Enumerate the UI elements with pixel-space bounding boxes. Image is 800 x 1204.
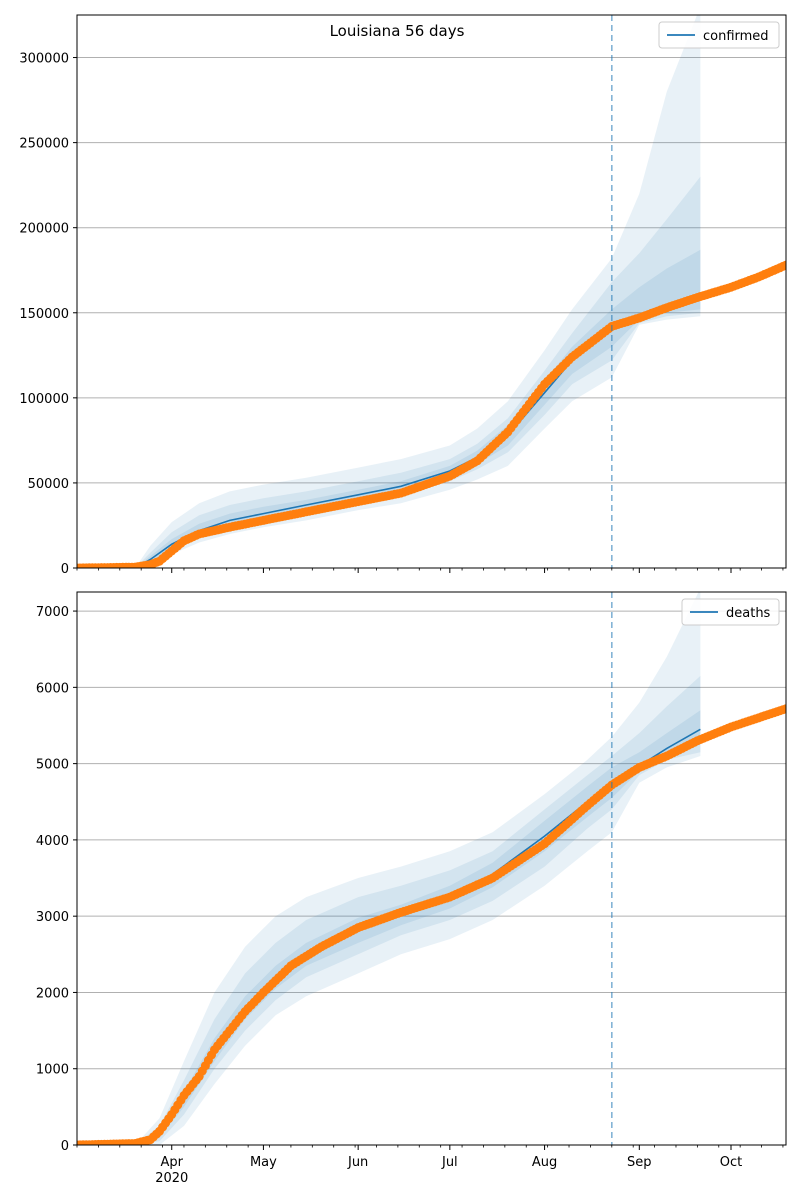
- y-tick-label: 0: [61, 1139, 69, 1154]
- axes-frame: [76, 14, 787, 569]
- confirmed-panel: 0 50000 100000 150000 200000 250000 300000 conf…: [19, 14, 787, 577]
- legend-label: deaths: [726, 606, 771, 621]
- x-tick-label: Oct: [720, 1155, 742, 1170]
- y-tick-label: 7000: [36, 605, 69, 620]
- legend-box: [681, 598, 780, 626]
- y-tick-label: 100000: [19, 392, 69, 407]
- observed-points: [77, 260, 786, 568]
- y-tick-label: 50000: [28, 477, 69, 492]
- x-tick-label: 2020: [155, 1171, 188, 1186]
- y-tick-label: 4000: [36, 834, 69, 849]
- y-tick-label: 200000: [19, 222, 69, 237]
- legend-label: confirmed: [703, 29, 769, 44]
- x-tick-label: May: [250, 1155, 277, 1170]
- uncertainty-band-outer: [135, 592, 701, 1145]
- legend: deaths: [681, 598, 780, 626]
- uncertainty-band-inner: [135, 710, 701, 1145]
- y-tick-label: 3000: [36, 910, 69, 925]
- uncertainty-band-middle: [135, 176, 701, 568]
- uncertainty-band-outer: [135, 15, 701, 568]
- y-tick-label: 5000: [36, 758, 69, 773]
- x-tick-label: Sep: [627, 1155, 652, 1170]
- legend: confirmed: [658, 21, 780, 49]
- x-tick-label: Apr: [160, 1155, 183, 1170]
- axes-frame: [76, 591, 787, 1146]
- y-tick-label: 2000: [36, 986, 69, 1001]
- y-tick-label: 250000: [19, 137, 69, 152]
- y-tick-label: 1000: [36, 1063, 69, 1078]
- y-tick-label: 6000: [36, 681, 69, 696]
- observed-points: [77, 704, 786, 1145]
- y-tick-label: 150000: [19, 307, 69, 322]
- plot-area: [77, 15, 786, 568]
- observed-point: [781, 260, 786, 270]
- y-tick-label: 0: [61, 562, 69, 577]
- legend-box: [658, 21, 780, 49]
- figure-title: Louisiana 56 days: [330, 22, 465, 40]
- observed-point: [781, 704, 786, 714]
- plot-area: [77, 592, 786, 1145]
- x-tick-label: Aug: [532, 1155, 557, 1170]
- x-tick-label: Jul: [441, 1155, 458, 1170]
- y-tick-label: 300000: [19, 52, 69, 67]
- x-tick-label: Jun: [347, 1155, 368, 1170]
